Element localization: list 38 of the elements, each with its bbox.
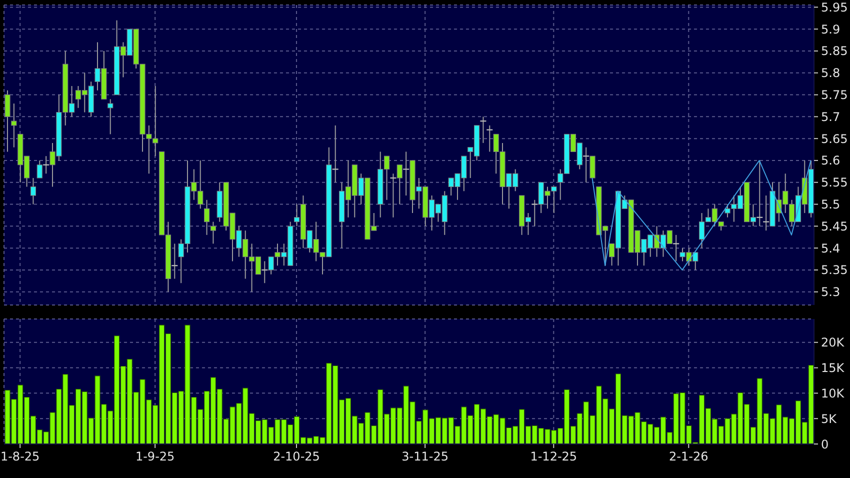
candlestick <box>396 164 402 205</box>
x-tick-label: 2-10-25 <box>273 450 320 464</box>
y-tick-label: 5.75 <box>821 88 848 102</box>
y-tick-label: 0 <box>821 437 829 452</box>
candlestick <box>486 124 494 152</box>
x-tick-label: 1-12-25 <box>530 450 578 464</box>
x-tick-label: 1-8-25 <box>0 450 40 464</box>
candlestick <box>11 103 17 148</box>
candlestick <box>531 199 538 227</box>
candlestick <box>108 98 114 135</box>
y-tick-label: 5.45 <box>821 219 848 234</box>
y-tick-label: 5.65 <box>821 132 848 146</box>
y-tick-label: 5K <box>821 412 838 426</box>
y-tick-label: 5.9 <box>821 22 840 36</box>
y-tick-label: 5.6 <box>821 154 840 168</box>
line-series <box>592 160 812 270</box>
candlestick <box>590 156 596 178</box>
x-tick-label: 1-9-25 <box>135 450 175 464</box>
y-tick-label: 5.4 <box>821 241 840 256</box>
candlestick <box>332 124 339 183</box>
candlestick <box>4 90 10 152</box>
candlestick <box>30 177 36 205</box>
y-tick-label: 15K <box>821 361 846 376</box>
y-tick-label: 5.3 <box>821 285 840 300</box>
x-tick-label: 3-11-25 <box>402 450 448 464</box>
y-tick-label: 5.35 <box>821 263 848 278</box>
y-tick-label: 5.5 <box>821 198 840 212</box>
y-tick-label: 5.85 <box>821 44 848 58</box>
y-tick-label: 20K <box>821 336 846 350</box>
candlestick <box>210 221 216 244</box>
y-tick-label: 5.95 <box>821 0 848 14</box>
y-tick-label: 5.55 <box>821 176 848 190</box>
y-tick-label: 5.8 <box>821 66 840 80</box>
candlestick <box>204 199 210 236</box>
x-tick-label: 2-1-26 <box>669 450 708 464</box>
y-tick-label: 10K <box>821 386 846 400</box>
candlestick <box>36 160 42 178</box>
y-tick-label: 5.7 <box>821 110 840 124</box>
